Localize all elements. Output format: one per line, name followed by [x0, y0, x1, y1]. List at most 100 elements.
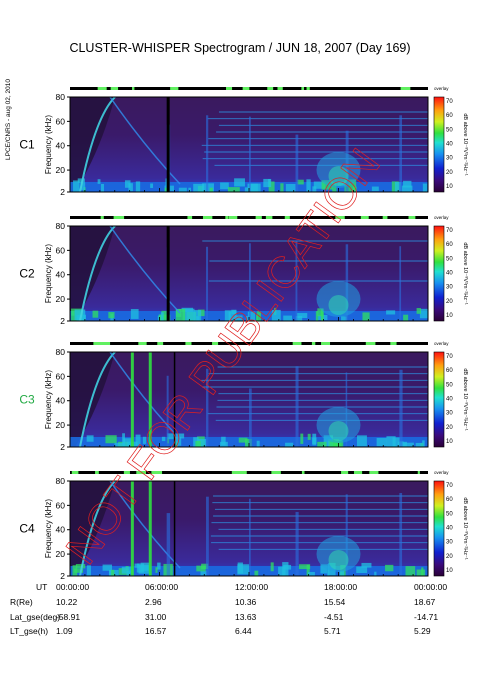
colorbar-tick-label: 40 [446, 397, 453, 403]
strip-segment [284, 216, 290, 219]
ephem-row-label: UT [36, 582, 47, 592]
y-tick-label: 20 [56, 294, 66, 304]
telemetry-strip [70, 471, 428, 474]
colorbar-tick-label: 10 [446, 184, 453, 190]
colorbar-tick-label: 40 [446, 142, 453, 148]
strip-segment [112, 87, 119, 90]
strip-segment [335, 216, 345, 219]
strip-segment [226, 87, 233, 90]
spectrogram-image [70, 226, 428, 321]
colorbar: overlay 70 60 50 40 30 20 10 dB above 10⁻⁸V²m⁻²H… [433, 215, 469, 322]
y-tick-label: 2 [60, 442, 65, 452]
strip-segment [93, 342, 97, 345]
colorbar-tick-label: 50 [446, 382, 453, 388]
strip-segment [185, 342, 192, 345]
colorbar-tick-label: 60 [446, 497, 453, 503]
strip-segment [271, 471, 281, 474]
ephem-cell: 1.09 [56, 626, 73, 636]
colorbar-tick-label: 20 [446, 425, 453, 431]
panel-c1: 80 60 40 20 2 Frequency (kHz) C1 overlay 70 60 50 4… [19, 86, 469, 197]
colorbar-tick-label: 30 [446, 156, 453, 162]
strip-segment [202, 216, 213, 219]
colorbar: overlay 70 60 50 40 30 20 10 dB above 10⁻⁸V²m⁻²H… [433, 341, 469, 448]
y-axis-label: Frequency (kHz) [44, 370, 53, 429]
colorbar-tick-label: 10 [446, 439, 453, 445]
ephem-cell: 31.00 [145, 612, 167, 622]
y-tick-label: 40 [56, 270, 66, 280]
y-tick-label: 40 [56, 141, 66, 151]
ephem-cell: 2.96 [145, 597, 162, 607]
telemetry-strip [70, 216, 428, 219]
colorbar-top-label: overlay [434, 86, 449, 91]
colorbar-tick-label: 30 [446, 285, 453, 291]
colorbar-unit: dB above 10⁻⁸V²m⁻²Hz⁻¹ [462, 242, 469, 305]
colorbar-tick-label: 70 [446, 483, 453, 489]
y-tick-label: 20 [56, 420, 66, 430]
ephem-cell: 12:00:00 [235, 582, 268, 592]
y-tick-label: 80 [56, 221, 66, 231]
emission-trace [79, 97, 116, 192]
ephem-row-label: R(Re) [10, 597, 33, 607]
y-tick-label: 2 [60, 187, 65, 197]
colorbar-tick-label: 10 [446, 313, 453, 319]
strip-segment [94, 342, 99, 345]
y-tick-label: 80 [56, 347, 66, 357]
colorbar-tick-label: 30 [446, 411, 453, 417]
strip-segment [170, 87, 179, 90]
strip-segment [113, 216, 119, 219]
strip-segment [277, 87, 283, 90]
colorbar-tick-label: 50 [446, 256, 453, 262]
colorbar-tick-label: 70 [446, 228, 453, 234]
y-tick-label: 80 [56, 92, 66, 102]
strip-segment [417, 471, 420, 474]
y-tick-label: 60 [56, 116, 66, 126]
panels-group: 80 60 40 20 2 Frequency (kHz) C1 overlay 70 60 50 4… [19, 86, 469, 581]
strip-segment [365, 342, 376, 345]
colorbar-top-label: overlay [434, 341, 449, 346]
spectrogram-image [70, 481, 428, 576]
telemetry-strip [70, 87, 428, 90]
colorbar-tick-label: 40 [446, 271, 453, 277]
strip-segment [136, 471, 147, 474]
ephem-cell: -4.51 [324, 612, 344, 622]
y-tick-label: 60 [56, 500, 66, 510]
colorbar: overlay 70 60 50 40 30 20 10 dB above 10⁻⁸V²m⁻²H… [433, 86, 469, 193]
colorbar-unit: dB above 10⁻⁸V²m⁻²Hz⁻¹ [462, 368, 469, 431]
spectrogram-image [70, 97, 428, 192]
y-axis-label: Frequency (kHz) [44, 115, 53, 174]
ephem-cell: -58.91 [56, 612, 80, 622]
strip-segment [95, 471, 99, 474]
strip-segment [321, 342, 331, 345]
colorbar-tick-label: 50 [446, 127, 453, 133]
strip-segment [400, 87, 411, 90]
telemetry-strip [70, 342, 428, 345]
ephem-cell: 10.22 [56, 597, 78, 607]
y-tick-label: 20 [56, 549, 66, 559]
ephem-cell: 6.44 [235, 626, 252, 636]
colorbar-tick-label: 30 [446, 540, 453, 546]
ephem-cell: 15.54 [324, 597, 346, 607]
emission-trace [79, 352, 116, 447]
y-tick-label: 40 [56, 396, 66, 406]
strip-segment [360, 216, 369, 219]
strip-segment [152, 471, 163, 474]
panel-c4: 80 60 40 20 2 Frequency (kHz) C4 overlay 70 60 50 4… [19, 470, 469, 581]
colorbar-unit: dB above 10⁻⁸V²m⁻²Hz⁻¹ [462, 497, 469, 560]
ephem-cell: 13.63 [235, 612, 257, 622]
panel-name: C4 [19, 522, 35, 536]
strip-segment [123, 471, 130, 474]
ephem-row-label: LT_gse(h) [10, 626, 48, 636]
strip-segment [71, 471, 79, 474]
strip-segment [369, 471, 379, 474]
strip-segment [97, 87, 107, 90]
strip-segment [228, 216, 238, 219]
strip-segment [267, 87, 274, 90]
data-gap [166, 226, 170, 321]
credit-label: LPCE/CNRS - aug 02, 2010 [5, 79, 12, 160]
panel-name: C2 [19, 267, 35, 281]
panel-c2: 80 60 40 20 2 Frequency (kHz) C2 overlay 70 60 50 4… [19, 215, 469, 326]
strip-segment [212, 342, 219, 345]
ephem-cell: 00:00:00 [56, 582, 89, 592]
panel-c3: 80 60 40 20 2 Frequency (kHz) C3 overlay 70 60 50 4… [19, 341, 469, 452]
